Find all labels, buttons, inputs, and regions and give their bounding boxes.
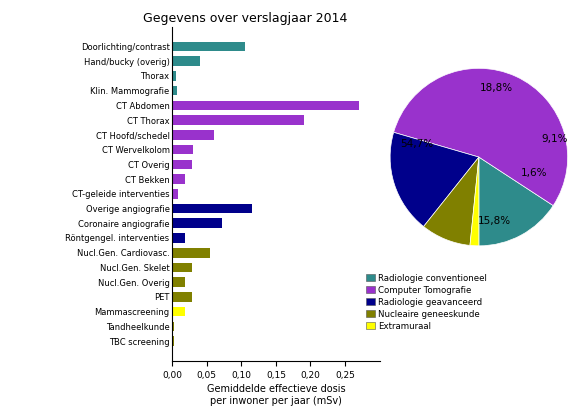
Bar xyxy=(172,130,214,140)
Bar xyxy=(172,145,193,154)
Bar xyxy=(172,115,304,125)
Text: 54,7%: 54,7% xyxy=(400,139,433,149)
Bar xyxy=(172,233,185,243)
Bar xyxy=(172,204,252,213)
Wedge shape xyxy=(470,157,479,246)
Text: 1,6%: 1,6% xyxy=(521,168,547,178)
Bar xyxy=(172,248,210,257)
Text: 15,8%: 15,8% xyxy=(478,216,512,226)
Bar xyxy=(172,101,359,110)
Bar xyxy=(172,189,178,199)
Bar xyxy=(172,42,245,51)
Bar xyxy=(172,277,185,287)
Wedge shape xyxy=(423,157,479,245)
Text: 18,8%: 18,8% xyxy=(480,83,513,93)
Bar xyxy=(172,322,175,331)
Bar xyxy=(172,336,173,346)
Text: Gegevens over verslagjaar 2014: Gegevens over verslagjaar 2014 xyxy=(143,12,347,25)
X-axis label: Gemiddelde effectieve dosis
per inwoner per jaar (mSv): Gemiddelde effectieve dosis per inwoner … xyxy=(207,384,345,406)
Wedge shape xyxy=(479,157,553,246)
Text: 9,1%: 9,1% xyxy=(541,134,568,144)
Bar xyxy=(172,160,192,169)
Bar xyxy=(172,292,192,302)
Bar xyxy=(172,174,185,184)
Bar xyxy=(172,56,200,66)
Wedge shape xyxy=(390,132,479,226)
Bar xyxy=(172,71,176,81)
Bar xyxy=(172,86,177,95)
Wedge shape xyxy=(394,68,568,206)
Bar xyxy=(172,307,185,317)
Bar xyxy=(172,218,222,228)
Legend: Radiologie conventioneel, Computer Tomografie, Radiologie geavanceerd, Nucleaire: Radiologie conventioneel, Computer Tomog… xyxy=(366,274,487,330)
Bar xyxy=(172,263,192,272)
